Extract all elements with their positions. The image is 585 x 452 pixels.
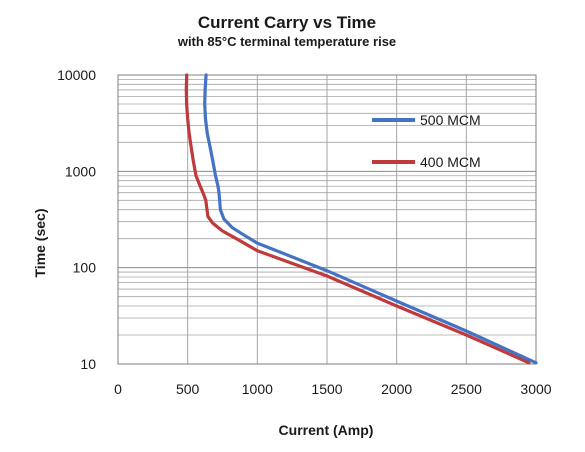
- grid: [117, 75, 537, 365]
- y-tick-label: 10000: [57, 67, 96, 83]
- y-axis-label: Time (sec): [32, 209, 48, 278]
- legend: 500 MCM 400 MCM: [372, 112, 481, 170]
- x-tick-label: 2000: [381, 381, 412, 397]
- x-tick-label: 0: [114, 381, 122, 397]
- series-line-500-mcm: [203, 73, 538, 365]
- x-tick-label: 3000: [520, 381, 551, 397]
- legend-label: 400 MCM: [420, 154, 481, 170]
- legend-label: 500 MCM: [420, 112, 481, 128]
- x-axis-ticks: 0 500 1000 1500 2000 2500 3000: [114, 381, 552, 397]
- x-tick-label: 1000: [242, 381, 273, 397]
- x-tick-label: 1500: [311, 381, 342, 397]
- y-tick-label: 1000: [65, 163, 96, 179]
- chart-subtitle: with 85°C terminal temperature rise: [177, 34, 396, 49]
- x-axis-label: Current (Amp): [279, 422, 374, 438]
- x-tick-label: 2500: [451, 381, 482, 397]
- x-tick-label: 500: [176, 381, 200, 397]
- y-tick-label: 10: [80, 356, 96, 372]
- chart-title: Current Carry vs Time: [198, 13, 376, 32]
- y-axis-ticks: 10 100 1000 10000: [57, 67, 96, 372]
- series-lines: [184, 73, 538, 365]
- y-tick-label: 100: [73, 260, 97, 276]
- series-line-400-mcm: [184, 73, 531, 365]
- plot-area: [117, 74, 537, 365]
